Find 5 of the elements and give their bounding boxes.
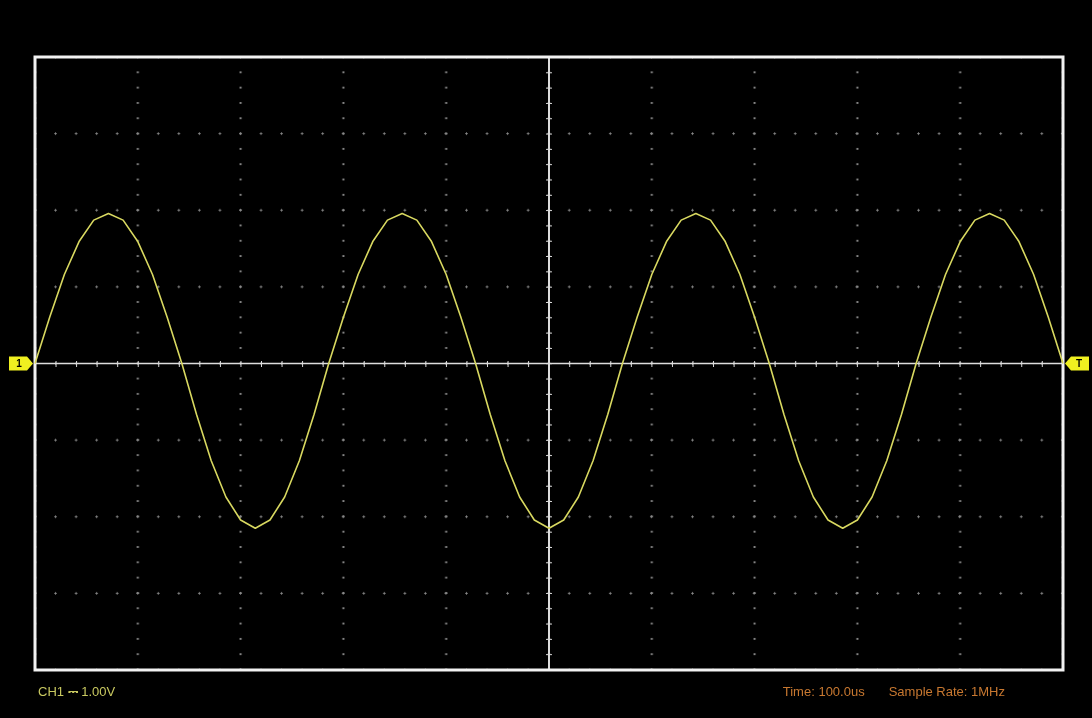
text: T (1075, 357, 1083, 369)
text: 1 (16, 357, 23, 369)
text: Sample Rate: 1MHz (888, 683, 1005, 699)
text: CH1 ⎓ 1.00V (38, 683, 116, 699)
text: Time: 100.0us (782, 683, 866, 699)
